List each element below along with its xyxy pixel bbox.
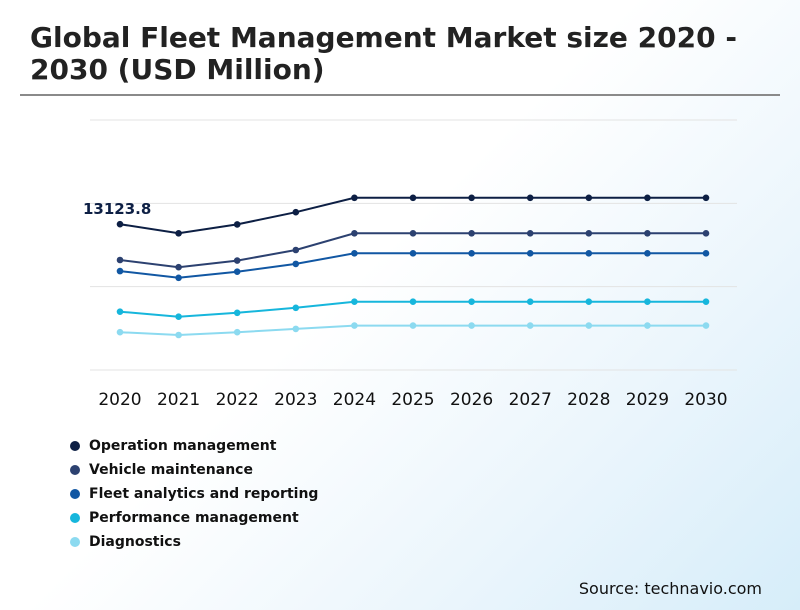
legend-item-2: Fleet analytics and reporting: [70, 482, 318, 506]
legend-marker: [70, 513, 80, 523]
data-point-4-6: [468, 322, 475, 329]
data-point-3-1: [175, 313, 182, 320]
data-point-1-3: [292, 246, 300, 254]
data-point-4-4: [351, 322, 358, 329]
data-point-1-0: [116, 256, 124, 264]
data-point-2-10: [702, 250, 710, 257]
legend-label: Operation management: [89, 438, 277, 454]
data-point-0-9: [644, 194, 651, 202]
data-point-0-8: [585, 194, 593, 202]
annotations: 13123.8: [83, 200, 151, 218]
data-point-1-4: [351, 230, 358, 237]
data-point-4-2: [233, 328, 241, 336]
x-axis-ticks: 2020 2021 2022 2023 2024 2025 2026 2027 2028 2029…: [98, 390, 727, 410]
data-point-4-5: [409, 322, 417, 329]
data-point-2-9: [644, 250, 651, 257]
legend-marker: [70, 465, 80, 475]
data-point-4-1: [175, 331, 182, 339]
x-tick-label-7: 2027: [509, 390, 552, 410]
data-point-4-7: [526, 322, 534, 329]
data-point-0-7: [526, 194, 534, 202]
data-point-3-0: [116, 308, 124, 315]
data-point-3-9: [644, 298, 651, 305]
data-points: [116, 194, 710, 339]
data-point-3-10: [702, 298, 710, 305]
line-chart: 2020 2021 2022 2023 2024 2025 2026 2027 2028 2029…: [83, 119, 737, 410]
data-point-1-8: [585, 230, 593, 237]
data-point-4-9: [644, 322, 651, 329]
gridlines: [90, 119, 737, 371]
legend-label: Fleet analytics and reporting: [89, 486, 319, 502]
x-tick-label-9: 2029: [626, 390, 669, 410]
legend-item-3: Performance management: [70, 506, 318, 530]
data-point-3-8: [585, 298, 593, 305]
x-tick-label-8: 2028: [567, 390, 610, 410]
data-point-1-7: [526, 230, 534, 237]
data-point-2-3: [292, 260, 300, 268]
x-tick-label-6: 2026: [450, 390, 493, 410]
data-point-2-2: [233, 268, 241, 275]
data-point-2-0: [116, 267, 124, 275]
x-tick-label-1: 2021: [157, 390, 200, 410]
data-point-0-1: [175, 230, 182, 237]
x-tick-label-3: 2023: [274, 390, 317, 410]
series-line-2: [119, 252, 706, 279]
legend-marker: [70, 489, 80, 499]
data-point-0-2: [233, 221, 241, 228]
data-point-1-1: [175, 263, 182, 271]
data-point-0-10: [702, 194, 710, 202]
data-point-1-5: [409, 230, 417, 237]
data-point-0-4: [351, 194, 358, 202]
legend: Operation management Vehicle maintenance F…: [70, 434, 318, 554]
data-point-2-6: [468, 250, 475, 257]
data-point-0-0: [116, 220, 124, 228]
legend-item-1: Vehicle maintenance: [70, 458, 318, 482]
data-point-4-3: [292, 325, 300, 333]
data-point-3-5: [409, 298, 417, 305]
chart-title: Global Fleet Management Market size 2020…: [30, 21, 737, 86]
data-point-1-10: [702, 230, 710, 237]
data-label: 13123.8: [83, 200, 151, 218]
data-point-3-7: [526, 298, 534, 305]
data-point-3-3: [292, 304, 300, 312]
data-point-0-5: [409, 194, 417, 202]
data-point-0-3: [292, 208, 300, 216]
title-divider: [20, 94, 780, 96]
source-label: Source: technavio.com: [578, 579, 762, 598]
x-tick-label-10: 2030: [684, 390, 727, 410]
data-point-3-6: [468, 298, 475, 305]
x-tick-label-2: 2022: [216, 390, 259, 410]
data-point-1-2: [233, 257, 241, 264]
legend-label: Diagnostics: [89, 534, 181, 550]
series-lines: [119, 196, 706, 337]
data-point-2-1: [175, 274, 182, 282]
x-tick-label-5: 2025: [391, 390, 434, 410]
data-point-4-0: [116, 328, 124, 336]
x-tick-label-0: 2020: [98, 390, 141, 410]
data-point-1-6: [468, 230, 475, 237]
data-point-3-4: [351, 298, 358, 305]
data-point-3-2: [233, 309, 241, 317]
data-point-4-10: [702, 322, 710, 329]
data-point-4-8: [585, 322, 593, 329]
legend-marker: [70, 537, 80, 547]
data-point-0-6: [468, 194, 475, 202]
x-tick-label-4: 2024: [333, 390, 376, 410]
legend-marker: [70, 441, 80, 451]
legend-label: Vehicle maintenance: [89, 462, 253, 478]
data-point-2-8: [585, 250, 593, 257]
legend-item-0: Operation management: [70, 434, 318, 458]
legend-label: Performance management: [89, 510, 299, 526]
data-point-2-4: [351, 250, 358, 257]
legend-item-4: Diagnostics: [70, 530, 318, 554]
data-point-1-9: [644, 230, 651, 237]
data-point-2-7: [526, 250, 534, 257]
data-point-2-5: [409, 250, 417, 257]
